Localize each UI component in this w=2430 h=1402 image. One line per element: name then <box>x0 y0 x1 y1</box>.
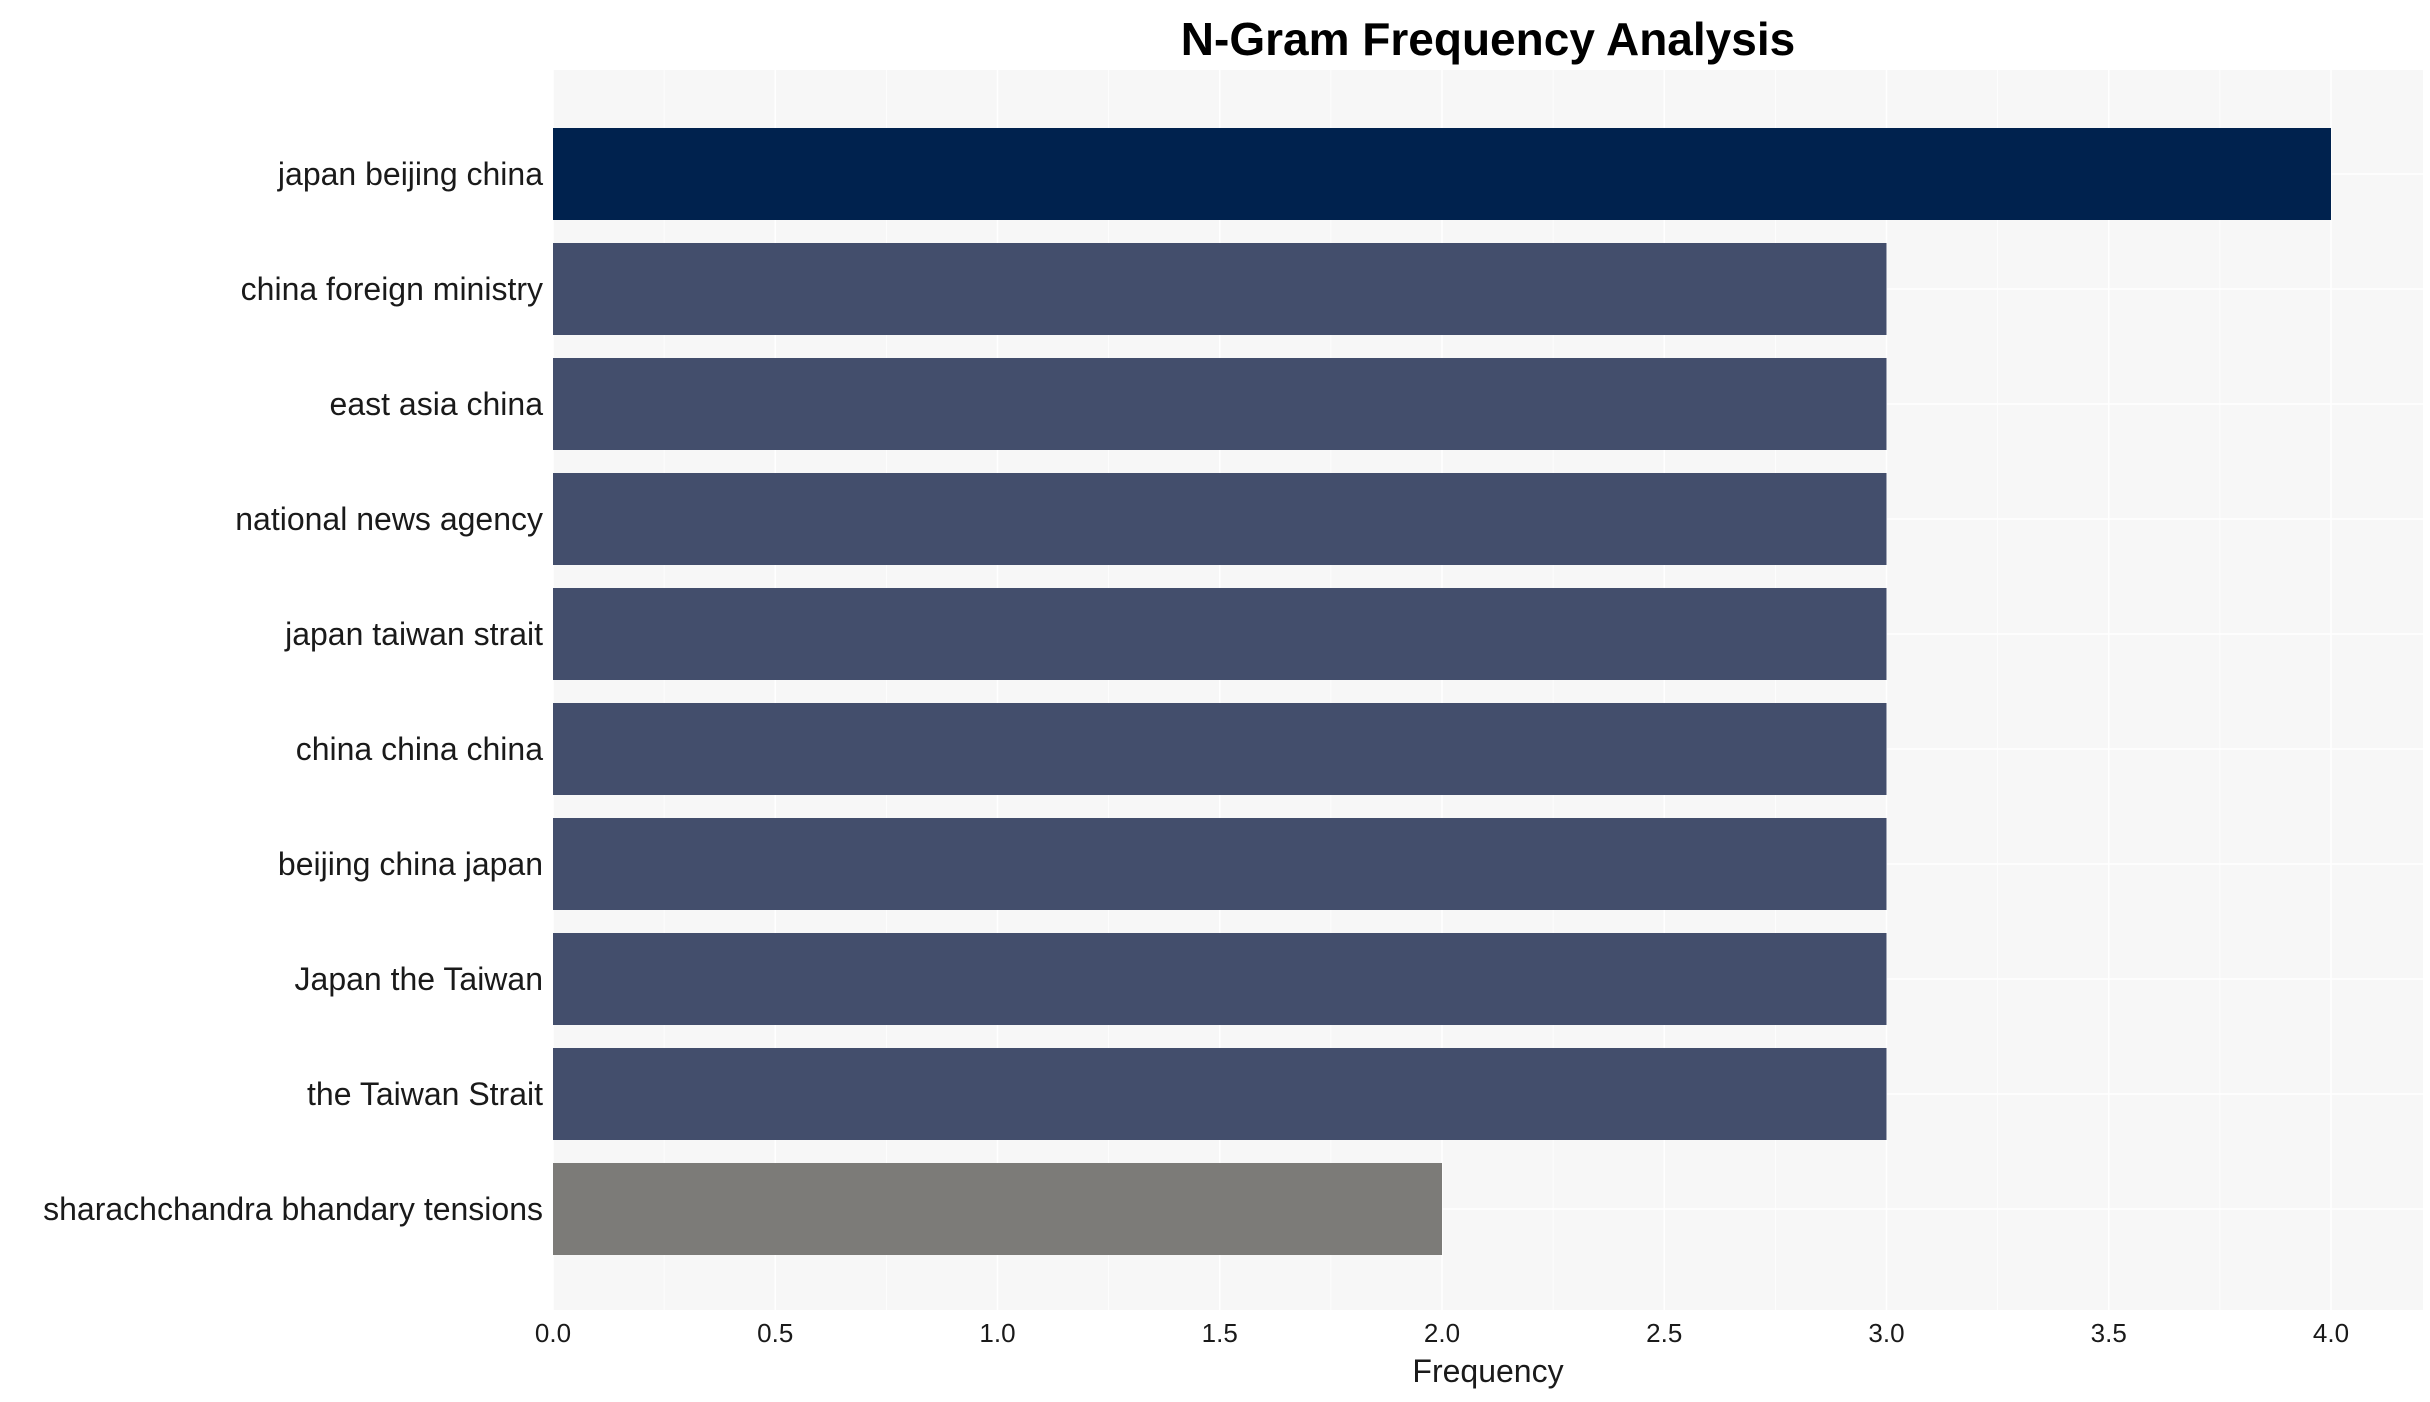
bar <box>553 703 1887 795</box>
y-tick-label: east asia china <box>330 386 544 422</box>
bars <box>553 128 2331 1255</box>
chart-title: N-Gram Frequency Analysis <box>1181 13 1795 65</box>
y-tick-label: japan beijing china <box>277 156 543 192</box>
x-axis-label: Frequency <box>1412 1353 1563 1389</box>
x-tick-label: 3.5 <box>2091 1318 2127 1348</box>
y-tick-label: national news agency <box>235 501 543 537</box>
bar <box>553 243 1887 335</box>
y-tick-labels: japan beijing china china foreign ministr… <box>43 156 543 1227</box>
y-tick-label: Japan the Taiwan <box>295 961 543 997</box>
y-tick-label: japan taiwan strait <box>284 616 543 652</box>
x-tick-label: 4.0 <box>2313 1318 2349 1348</box>
x-tick-label: 0.5 <box>757 1318 793 1348</box>
x-tick-label: 0.0 <box>535 1318 571 1348</box>
bar <box>553 933 1887 1025</box>
bar <box>553 128 2331 220</box>
y-tick-label: sharachchandra bhandary tensions <box>43 1191 543 1227</box>
bar <box>553 358 1887 450</box>
x-tick-label: 1.0 <box>979 1318 1015 1348</box>
bar <box>553 1163 1442 1255</box>
y-tick-label: china foreign ministry <box>241 271 543 307</box>
x-tick-label: 1.5 <box>1202 1318 1238 1348</box>
x-tick-labels: 0.0 0.5 1.0 1.5 2.0 2.5 3.0 3.5 4.0 <box>535 1318 2349 1348</box>
bar <box>553 1048 1887 1140</box>
bar <box>553 473 1887 565</box>
y-tick-label: the Taiwan Strait <box>307 1076 543 1112</box>
x-tick-label: 2.5 <box>1646 1318 1682 1348</box>
x-tick-label: 2.0 <box>1424 1318 1460 1348</box>
y-tick-label: beijing china japan <box>278 846 543 882</box>
y-tick-label: china china china <box>296 731 543 767</box>
x-tick-label: 3.0 <box>1868 1318 1904 1348</box>
bar <box>553 588 1887 680</box>
bar <box>553 818 1887 910</box>
